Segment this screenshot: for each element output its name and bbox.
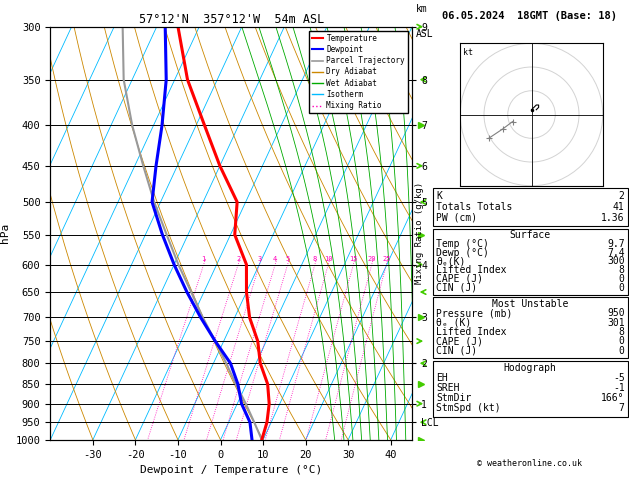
Text: 8: 8 bbox=[619, 327, 625, 337]
Text: 9.7: 9.7 bbox=[607, 239, 625, 249]
Y-axis label: hPa: hPa bbox=[0, 223, 10, 243]
Text: Lifted Index: Lifted Index bbox=[436, 327, 506, 337]
Text: 4: 4 bbox=[273, 256, 277, 262]
Text: 10: 10 bbox=[324, 256, 333, 262]
Text: θₑ(K): θₑ(K) bbox=[436, 256, 465, 266]
Text: 3: 3 bbox=[257, 256, 262, 262]
Text: Surface: Surface bbox=[509, 230, 551, 240]
Title: 57°12'N  357°12'W  54m ASL: 57°12'N 357°12'W 54m ASL bbox=[138, 13, 324, 26]
Text: 41: 41 bbox=[613, 202, 625, 212]
Text: K: K bbox=[436, 191, 442, 201]
Text: 2: 2 bbox=[619, 191, 625, 201]
Text: CAPE (J): CAPE (J) bbox=[436, 274, 483, 284]
Text: 25: 25 bbox=[382, 256, 391, 262]
Text: Totals Totals: Totals Totals bbox=[436, 202, 512, 212]
Text: SREH: SREH bbox=[436, 383, 459, 393]
X-axis label: Dewpoint / Temperature (°C): Dewpoint / Temperature (°C) bbox=[140, 465, 322, 475]
Text: 0: 0 bbox=[619, 336, 625, 347]
Text: CAPE (J): CAPE (J) bbox=[436, 336, 483, 347]
Text: 20: 20 bbox=[367, 256, 376, 262]
Text: © weatheronline.co.uk: © weatheronline.co.uk bbox=[477, 459, 582, 469]
Text: 2: 2 bbox=[236, 256, 240, 262]
Text: CIN (J): CIN (J) bbox=[436, 346, 477, 356]
Text: Hodograph: Hodograph bbox=[504, 363, 557, 373]
Text: Pressure (mb): Pressure (mb) bbox=[436, 308, 512, 318]
Text: -1: -1 bbox=[613, 383, 625, 393]
Text: km: km bbox=[416, 4, 427, 14]
Text: 8: 8 bbox=[619, 265, 625, 275]
Text: 15: 15 bbox=[349, 256, 358, 262]
Text: -5: -5 bbox=[613, 373, 625, 383]
Text: 166°: 166° bbox=[601, 393, 625, 403]
Text: 1.36: 1.36 bbox=[601, 212, 625, 223]
Text: 300: 300 bbox=[607, 256, 625, 266]
Text: kt: kt bbox=[462, 48, 472, 57]
Text: 0: 0 bbox=[619, 283, 625, 293]
Text: 1: 1 bbox=[201, 256, 206, 262]
Text: 0: 0 bbox=[619, 346, 625, 356]
Text: Most Unstable: Most Unstable bbox=[492, 299, 569, 309]
Text: EH: EH bbox=[436, 373, 448, 383]
Text: StmDir: StmDir bbox=[436, 393, 471, 403]
Text: 06.05.2024  18GMT (Base: 18): 06.05.2024 18GMT (Base: 18) bbox=[442, 11, 618, 21]
Text: 8: 8 bbox=[313, 256, 317, 262]
Text: 5: 5 bbox=[286, 256, 290, 262]
Legend: Temperature, Dewpoint, Parcel Trajectory, Dry Adiabat, Wet Adiabat, Isotherm, Mi: Temperature, Dewpoint, Parcel Trajectory… bbox=[309, 31, 408, 113]
Text: 7: 7 bbox=[619, 403, 625, 414]
Text: Lifted Index: Lifted Index bbox=[436, 265, 506, 275]
Text: Dewp (°C): Dewp (°C) bbox=[436, 247, 489, 258]
Text: ASL: ASL bbox=[416, 29, 433, 39]
Text: PW (cm): PW (cm) bbox=[436, 212, 477, 223]
Text: 301: 301 bbox=[607, 317, 625, 328]
Text: 0: 0 bbox=[619, 274, 625, 284]
Text: CIN (J): CIN (J) bbox=[436, 283, 477, 293]
Text: 7.4: 7.4 bbox=[607, 247, 625, 258]
Text: θₑ (K): θₑ (K) bbox=[436, 317, 471, 328]
Text: StmSpd (kt): StmSpd (kt) bbox=[436, 403, 501, 414]
Text: Mixing Ratio (g/kg): Mixing Ratio (g/kg) bbox=[415, 182, 424, 284]
Text: 950: 950 bbox=[607, 308, 625, 318]
Text: Temp (°C): Temp (°C) bbox=[436, 239, 489, 249]
